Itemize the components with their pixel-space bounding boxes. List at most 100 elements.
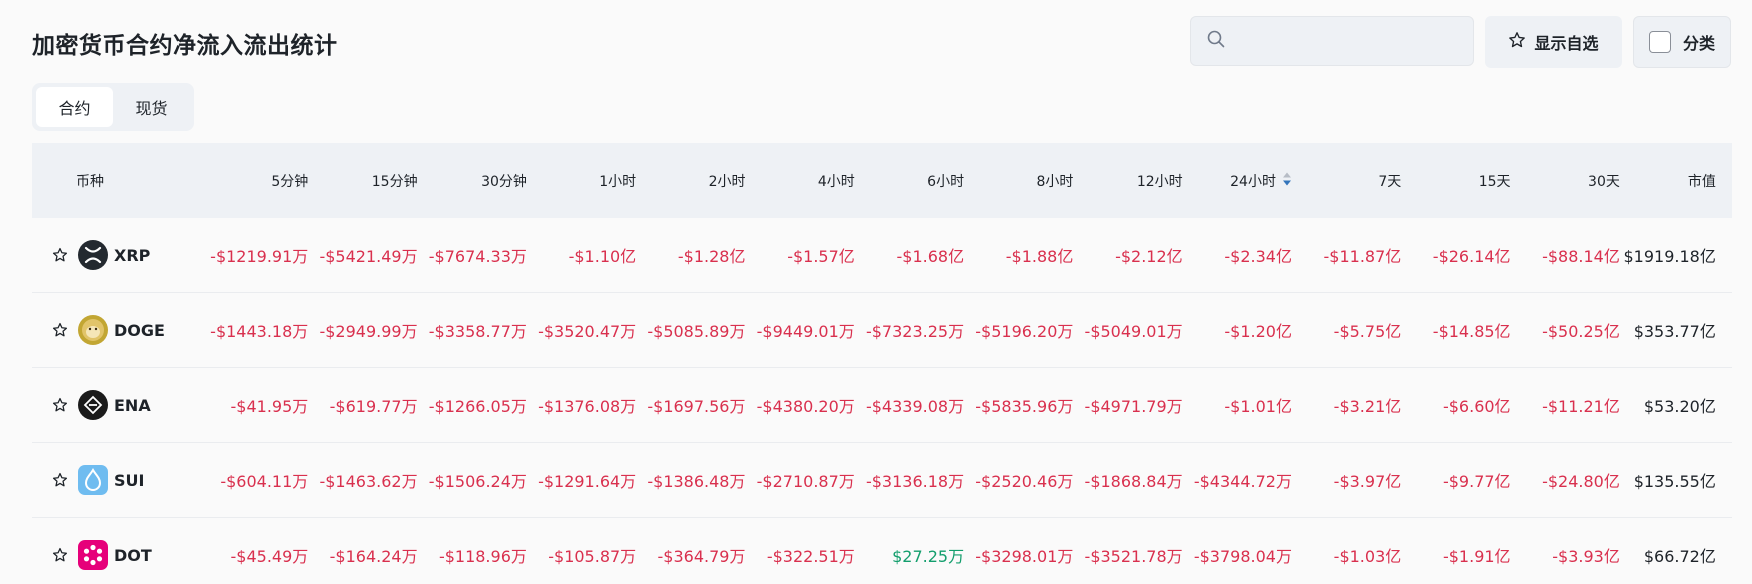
netflow-7d: -$3.97亿 (1333, 472, 1402, 491)
netflow-5m: -$604.11万 (220, 472, 309, 491)
netflow-12h: -$5049.01万 (1084, 322, 1183, 341)
table-row[interactable]: DOT -$45.49万 -$164.24万 -$118.96万 -$105.87万 -$… (32, 518, 1732, 584)
column-header-24h-sortable[interactable]: 24小时 (1183, 171, 1292, 191)
coin-cell: XRP (32, 240, 199, 270)
column-header-15d[interactable]: 15天 (1478, 173, 1511, 190)
table-row[interactable]: ENA -$41.95万 -$619.77万 -$1266.05万 -$1376.08万… (32, 368, 1732, 443)
netflow-15m: -$2949.99万 (319, 322, 418, 341)
search-box[interactable] (1190, 16, 1474, 66)
netflow-24h: -$1.01亿 (1224, 397, 1292, 416)
netflow-4h: -$1.57亿 (787, 247, 855, 266)
netflow-15d: -$9.77亿 (1442, 472, 1511, 491)
netflow-12h: -$2.12亿 (1115, 247, 1183, 266)
netflow-7d: -$11.87亿 (1323, 247, 1402, 266)
netflow-30m: -$1266.05万 (428, 397, 527, 416)
ena-logo-icon (78, 390, 108, 420)
favorite-star-icon[interactable] (52, 397, 68, 413)
netflow-15d: -$6.60亿 (1442, 397, 1511, 416)
coin-symbol[interactable]: XRP (114, 245, 151, 265)
netflow-15m: -$619.77万 (329, 397, 418, 416)
column-header-12h[interactable]: 12小时 (1136, 173, 1183, 190)
netflow-2h: -$5085.89万 (647, 322, 746, 341)
netflow-8h: -$1.88亿 (1005, 247, 1074, 266)
table-row[interactable]: SUI -$604.11万 -$1463.62万 -$1506.24万 -$1291.6… (32, 443, 1732, 518)
market-cap: $353.77亿 (1633, 322, 1716, 341)
netflow-6h: -$3136.18万 (865, 472, 965, 491)
netflow-6h: -$4339.08万 (865, 397, 965, 416)
tab-spot[interactable]: 现货 (135, 99, 168, 118)
sort-descending-icon (1282, 171, 1292, 191)
netflow-30d: -$11.21亿 (1542, 397, 1620, 416)
netflow-24h: -$4344.72万 (1193, 472, 1292, 491)
netflow-5m: -$1219.91万 (210, 247, 309, 266)
coin-cell: SUI (32, 465, 199, 495)
netflow-1h: -$1376.08万 (538, 397, 637, 416)
netflow-15m: -$164.24万 (329, 547, 418, 566)
column-header-8h[interactable]: 8小时 (1036, 173, 1074, 190)
netflow-2h: -$1.28亿 (677, 247, 746, 266)
column-header-7d[interactable]: 7天 (1378, 173, 1402, 190)
netflow-30d: -$50.25亿 (1542, 322, 1620, 341)
netflow-1h: -$1291.64万 (538, 472, 637, 491)
coin-symbol[interactable]: DOGE (114, 320, 165, 340)
favorite-star-icon[interactable] (52, 247, 68, 263)
tab-futures[interactable]: 合约 (36, 87, 113, 127)
column-header-15m[interactable]: 15分钟 (371, 173, 418, 190)
netflow-6h: $27.25万 (892, 547, 965, 566)
table-row[interactable]: DOGE -$1443.18万 -$2949.99万 -$3358.77万 -$3520… (32, 293, 1732, 368)
netflow-8h: -$2520.46万 (975, 472, 1074, 491)
netflow-30d: -$3.93亿 (1552, 547, 1620, 566)
netflow-15d: -$14.85亿 (1432, 322, 1511, 341)
netflow-30m: -$7674.33万 (428, 247, 527, 266)
market-cap: $53.20亿 (1643, 397, 1716, 416)
star-icon (1508, 31, 1526, 53)
column-header-5m[interactable]: 5分钟 (271, 173, 309, 190)
netflow-4h: -$2710.87万 (756, 472, 855, 491)
netflow-12h: -$1868.84万 (1084, 472, 1183, 491)
netflow-24h: -$2.34亿 (1224, 247, 1292, 266)
netflow-8h: -$5835.96万 (975, 397, 1074, 416)
table-row[interactable]: XRP -$1219.91万 -$5421.49万 -$7674.33万 -$1.10亿… (32, 218, 1732, 293)
column-header-30m[interactable]: 30分钟 (481, 173, 527, 190)
table-header: 币种 5分钟 15分钟 30分钟 1小时 2小时 4小时 6小时 8小时 12小… (32, 143, 1732, 218)
netflow-30m: -$3358.77万 (428, 322, 527, 341)
netflow-7d: -$5.75亿 (1333, 322, 1402, 341)
table-body: XRP -$1219.91万 -$5421.49万 -$7674.33万 -$1.10亿… (32, 218, 1732, 584)
coin-symbol[interactable]: DOT (114, 545, 152, 565)
netflow-15m: -$1463.62万 (319, 472, 418, 491)
column-header-6h[interactable]: 6小时 (927, 173, 965, 190)
favorite-star-icon[interactable] (52, 322, 68, 338)
netflow-4h: -$322.51万 (766, 547, 855, 566)
market-cap: $1919.18亿 (1623, 247, 1716, 266)
sui-logo-icon (78, 465, 108, 495)
favorite-star-icon[interactable] (52, 472, 68, 488)
netflow-5m: -$41.95万 (230, 397, 309, 416)
netflow-8h: -$5196.20万 (975, 322, 1074, 341)
column-header-2h[interactable]: 2小时 (708, 173, 746, 190)
netflow-30d: -$88.14亿 (1542, 247, 1620, 266)
column-header-30d[interactable]: 30天 (1588, 173, 1620, 190)
search-input[interactable] (1235, 31, 1473, 51)
favorite-star-icon[interactable] (52, 547, 68, 563)
coin-symbol[interactable]: SUI (114, 470, 145, 490)
xrp-logo-icon (78, 240, 108, 270)
netflow-2h: -$364.79万 (657, 547, 746, 566)
netflow-30m: -$1506.24万 (428, 472, 527, 491)
coin-cell: DOT (32, 540, 199, 570)
netflow-8h: -$3298.01万 (975, 547, 1074, 566)
page-title: 加密货币合约净流入流出统计 (32, 33, 338, 59)
netflow-5m: -$1443.18万 (210, 322, 309, 341)
netflow-2h: -$1386.48万 (647, 472, 746, 491)
coin-symbol[interactable]: ENA (114, 395, 151, 415)
category-checkbox[interactable] (1648, 31, 1671, 53)
column-header-24h: 24小时 (1230, 173, 1276, 190)
column-header-market-cap[interactable]: 市值 (1687, 173, 1716, 190)
show-favorites-button[interactable]: 显示自选 (1485, 16, 1622, 68)
coin-cell: ENA (32, 390, 199, 420)
category-toggle[interactable]: 分类 (1633, 16, 1731, 68)
column-header-4h[interactable]: 4小时 (817, 173, 855, 190)
search-icon (1207, 30, 1225, 52)
column-header-1h[interactable]: 1小时 (599, 173, 637, 190)
column-header-coin[interactable]: 币种 (76, 173, 104, 190)
